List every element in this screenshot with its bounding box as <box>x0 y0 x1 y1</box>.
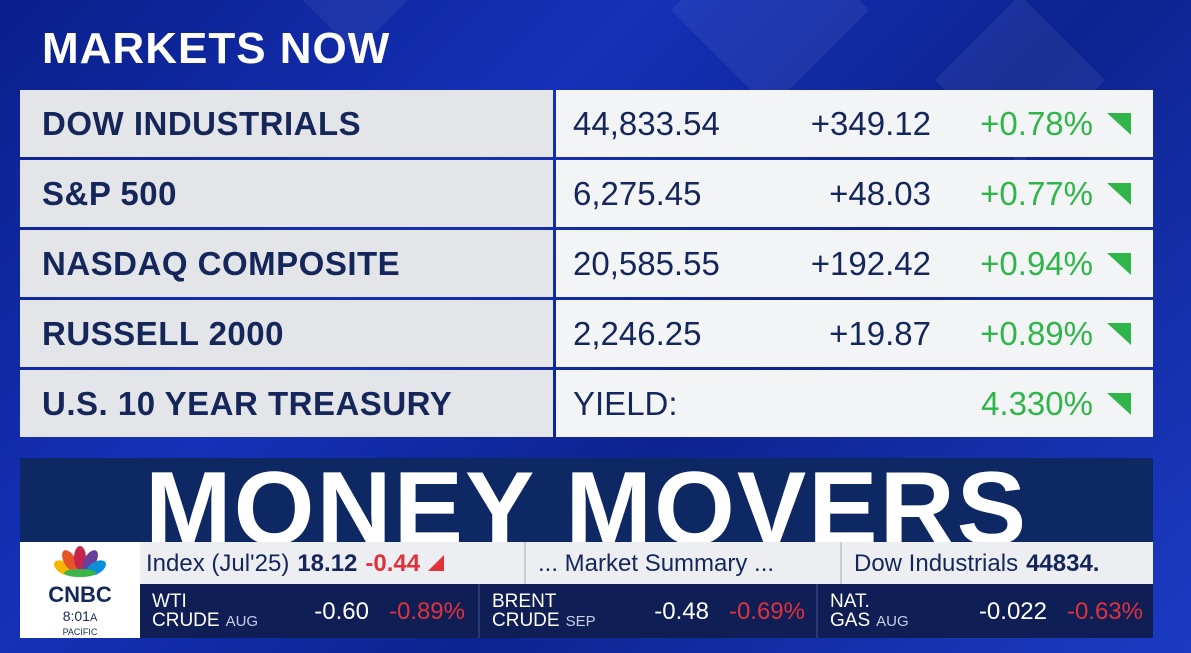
ticker-value: 44834. <box>1026 550 1100 577</box>
ticker-item: Index (Jul'25) 18.12 -0.44 <box>146 550 445 578</box>
row-data-cell <box>556 90 1153 157</box>
ticker-divider <box>840 542 842 584</box>
arrow-shape <box>1107 183 1131 205</box>
row-data-cell <box>556 370 1153 437</box>
index-name: NASDAQ COMPOSITE <box>42 244 401 282</box>
commodity-line1: BRENT <box>492 591 557 612</box>
ticker-value: 18.12 <box>297 550 358 577</box>
ticker-top: Index (Jul'25) 18.12 -0.44 ... Market Summa… <box>140 542 1153 584</box>
time: 8:01 <box>62 608 90 624</box>
ticker-text: Dow Industrials <box>854 550 1019 577</box>
index-name: S&P 500 <box>42 174 177 212</box>
commodity-month: SEP <box>565 613 596 630</box>
ticker-change: -0.44 <box>365 550 421 577</box>
commodity-month: AUG <box>225 613 259 630</box>
arrow <box>1107 183 1131 205</box>
arrow <box>1107 393 1131 415</box>
row-name-cell <box>20 90 553 157</box>
table-row: NASDAQ COMPOSITE 20,585.55 +192.42 +0.94% <box>20 230 1153 297</box>
commodity-pct: -0.89% <box>388 598 465 625</box>
meridiem: A <box>89 612 98 624</box>
arrow-shape <box>1107 393 1131 415</box>
index-pct: +0.94% <box>980 244 1093 282</box>
index-change: +48.03 <box>829 174 931 212</box>
ticker-text: Index (Jul'25) <box>146 550 290 577</box>
banner: MONEY MOVERS <box>20 458 1153 542</box>
commodity-line1: NAT. <box>830 591 870 612</box>
table-row: DOW INDUSTRIALS 44,833.54 +349.12 +0.78% <box>20 90 1153 157</box>
commodity-line1: WTI <box>152 591 187 612</box>
commodity-line2-wrap: CRUDE SEP <box>492 611 596 631</box>
arrow <box>1107 323 1131 345</box>
logo-time: 8:01A <box>20 608 140 627</box>
ticker-bottom: WTI CRUDE AUG -0.60 -0.89% BRENT CRUDE SEP -0.48… <box>140 584 1153 638</box>
index-change: +192.42 <box>810 244 931 282</box>
commodity-month: AUG <box>876 613 909 630</box>
index-name: DOW INDUSTRIALS <box>42 104 362 142</box>
row-data-cell <box>556 230 1153 297</box>
row-name-cell <box>20 230 553 297</box>
ticker-divider <box>524 542 526 584</box>
arrow-shape <box>1107 253 1131 275</box>
row-name-cell <box>20 300 553 367</box>
index-value: 6,275.45 <box>573 174 702 212</box>
commodity-line2: GAS <box>830 610 871 631</box>
arrow-shape <box>1107 113 1131 135</box>
arrow <box>1107 113 1131 135</box>
row-name-cell <box>20 160 553 227</box>
table-row: RUSSELL 2000 2,246.25 +19.87 +0.89% <box>20 300 1153 367</box>
commodity-change: -0.48 <box>654 598 709 625</box>
arrow-shape <box>428 555 445 571</box>
commodity-pct: -0.63% <box>1066 598 1143 625</box>
row-data-cell <box>556 300 1153 367</box>
banner-text: MONEY MOVERS <box>144 458 1029 542</box>
index-value: YIELD: <box>573 384 678 422</box>
arrow <box>428 555 445 571</box>
commodity-line2-wrap: GAS AUG <box>830 611 909 631</box>
ticker-text: ... Market Summary ... <box>538 550 775 577</box>
index-change: +19.87 <box>829 314 931 352</box>
logo-zone: PACIFIC <box>62 627 98 637</box>
row-data-cell <box>556 160 1153 227</box>
table-row: S&P 500 6,275.45 +48.03 +0.77% <box>20 160 1153 227</box>
commodity: BRENT CRUDE SEP -0.48 -0.69% <box>478 584 817 638</box>
index-pct: +0.78% <box>980 104 1093 142</box>
ticker-item: Dow Industrials 44834. <box>854 550 1099 578</box>
title: MARKETS NOW <box>42 24 391 73</box>
index-value: 20,585.55 <box>573 244 720 282</box>
index-change: +349.12 <box>810 104 931 142</box>
index-value: 2,246.25 <box>573 314 702 352</box>
index-name: RUSSELL 2000 <box>42 314 284 352</box>
arrow <box>1107 253 1131 275</box>
commodity-pct: -0.69% <box>728 598 805 625</box>
index-pct: +0.89% <box>980 314 1093 352</box>
row-name-cell <box>20 370 553 437</box>
index-name: U.S. 10 YEAR TREASURY <box>42 384 453 422</box>
commodity-change: -0.022 <box>978 598 1047 625</box>
table-row: U.S. 10 YEAR TREASURY YIELD: 4.330% <box>20 370 1153 437</box>
index-pct: +0.77% <box>980 174 1093 212</box>
arrow-shape <box>1107 323 1131 345</box>
commodity: NAT. GAS AUG -0.022 -0.63% <box>816 584 1153 638</box>
logo-brand: CNBC <box>48 582 112 607</box>
ticker-item: ... Market Summary ... <box>538 550 774 578</box>
index-pct: 4.330% <box>981 384 1093 422</box>
commodity-line2: CRUDE <box>492 610 560 631</box>
peacock <box>54 546 106 577</box>
index-value: 44,833.54 <box>573 104 720 142</box>
commodity-line2: CRUDE <box>152 610 220 631</box>
commodity-change: -0.60 <box>314 598 369 625</box>
commodity: WTI CRUDE AUG -0.60 -0.89% <box>140 584 477 638</box>
logo: CNBC 8:01A PACIFIC <box>20 542 140 638</box>
commodity-line2-wrap: CRUDE AUG <box>152 611 258 631</box>
